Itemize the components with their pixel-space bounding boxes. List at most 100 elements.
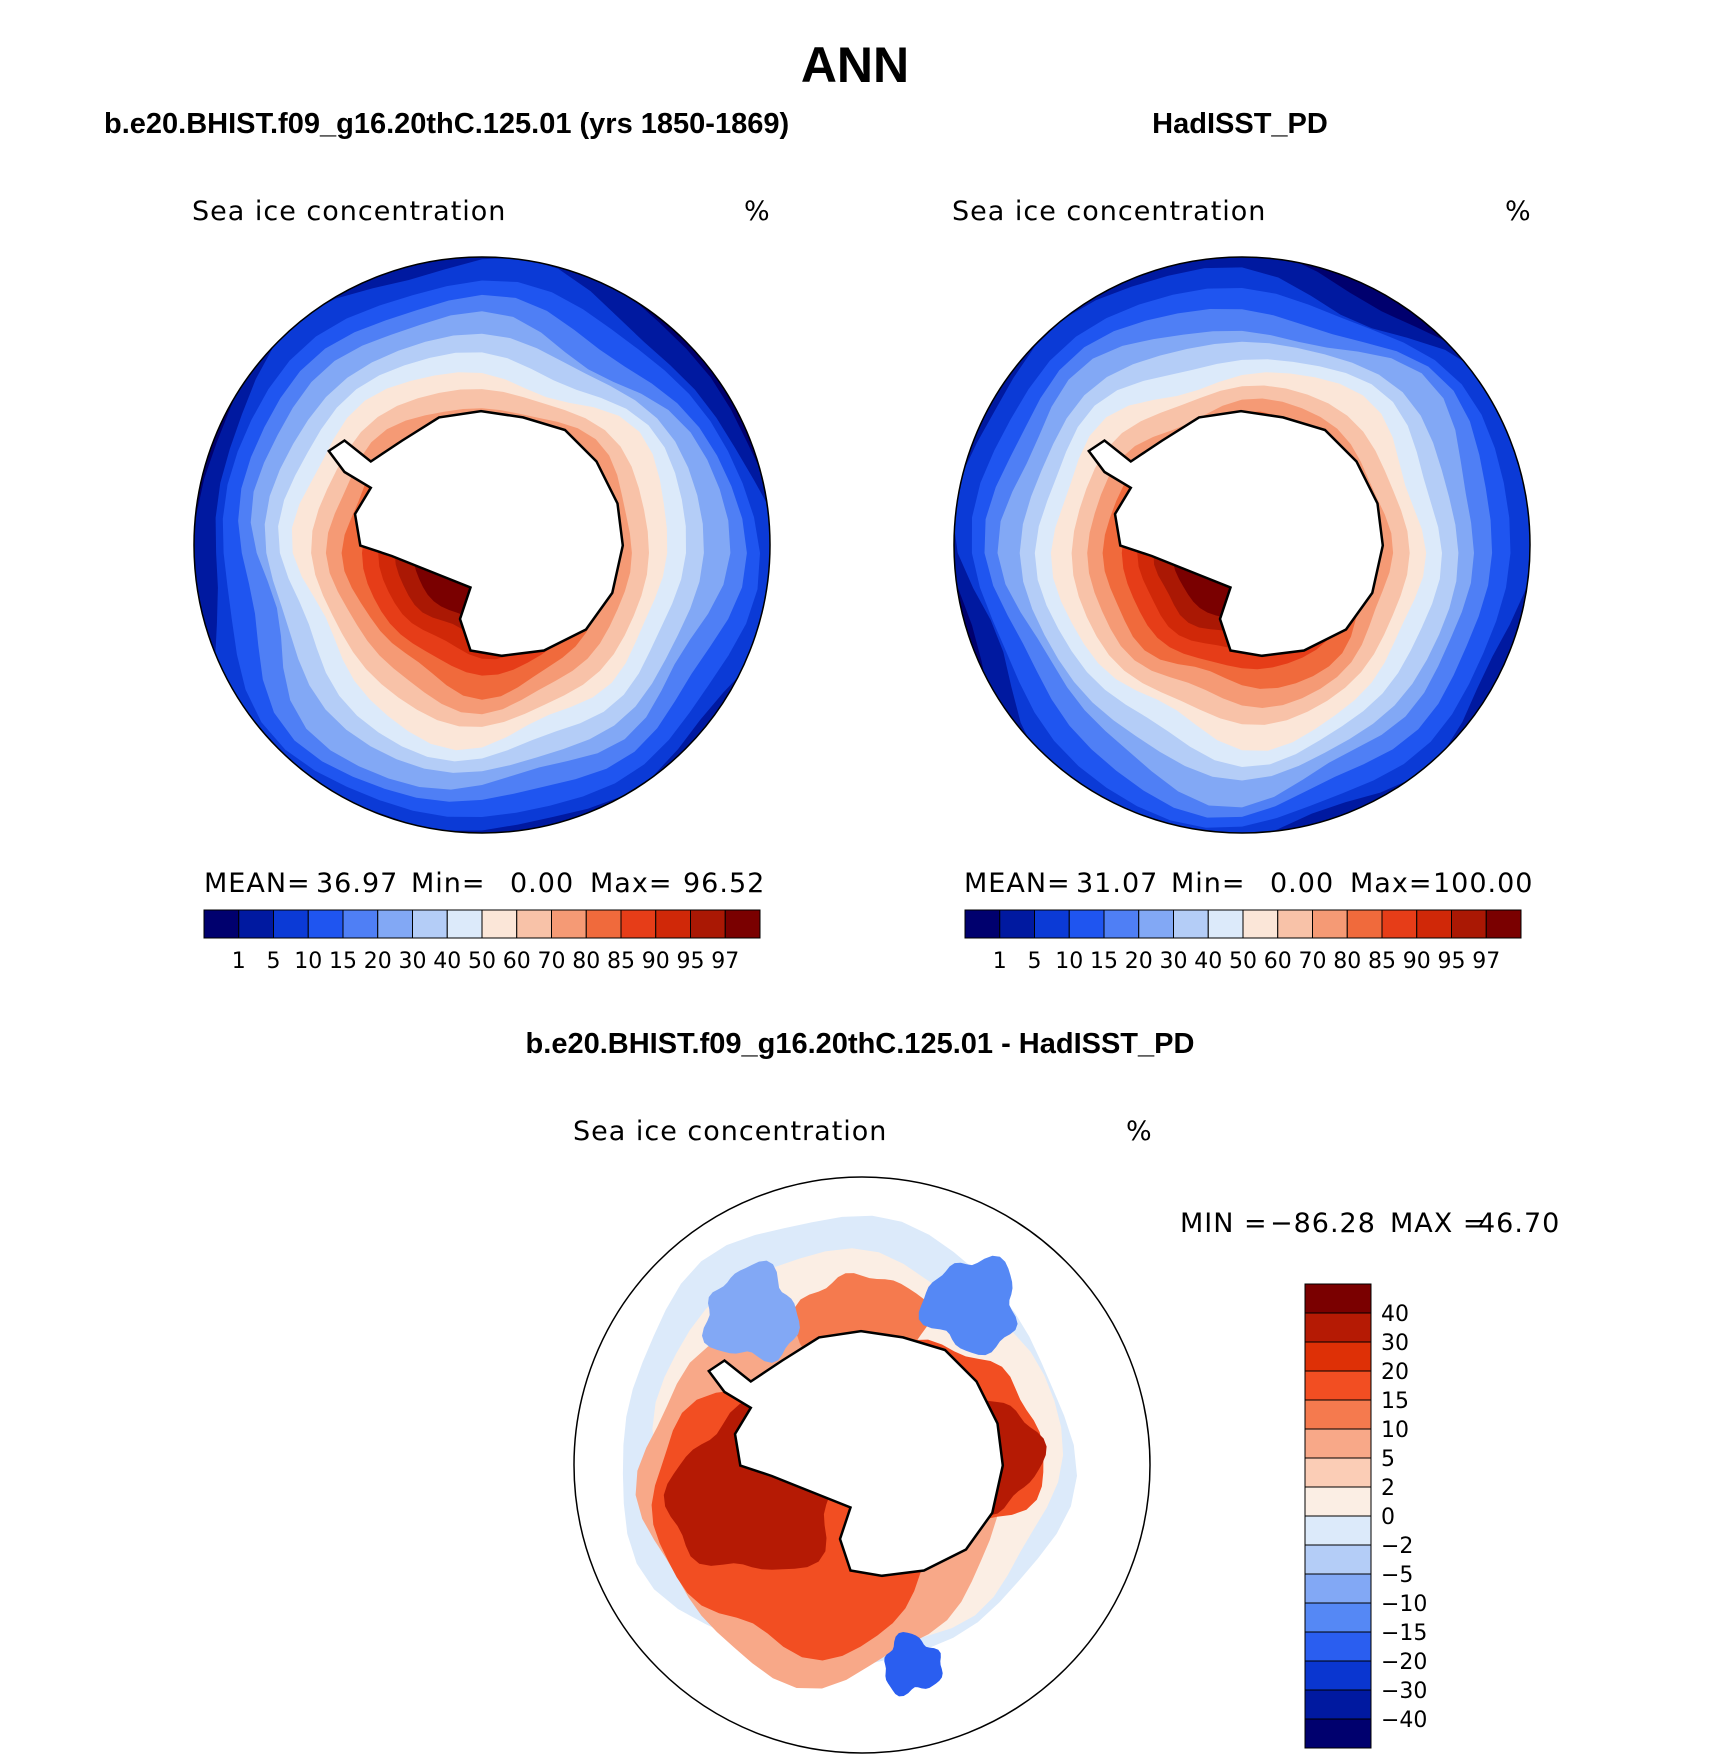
colorbar-diff-swatch-11 — [1304, 1602, 1372, 1633]
colorbar-model-swatch-9 — [516, 909, 552, 939]
colorbar-model: 1 5 10 15 20 30 40 50 60 70 80 85 90 95 97 — [203, 909, 761, 974]
diff-map-region-7 — [793, 1273, 931, 1401]
obs-map-band-13 — [1137, 445, 1342, 651]
colorbar-model-swatch-13 — [655, 909, 691, 939]
panel-obs-min-value: 0.00 — [1270, 868, 1335, 899]
colorbar-obs-swatch-13 — [1416, 909, 1452, 939]
diff-map-region-1 — [652, 1248, 1064, 1658]
colorbar-obs-swatch-4 — [1103, 909, 1140, 939]
diff-map-region-10 — [884, 1632, 943, 1697]
colorbar-obs-swatch-11 — [1346, 909, 1383, 939]
obs-map-band-14 — [1153, 461, 1325, 633]
colorbar-obs: 1 5 10 15 20 30 40 50 60 70 80 85 90 95 97 — [964, 909, 1522, 974]
panel-obs-mean-value: 31.07 — [1076, 868, 1159, 899]
panel-obs-max-label: Max= — [1350, 868, 1433, 899]
colorbar-model-swatch-4 — [342, 909, 379, 939]
colorbar-model-swatch-3 — [307, 909, 344, 939]
colorbar-model-tick-label: 97 — [711, 949, 739, 974]
colorbar-obs-swatch-7 — [1207, 909, 1244, 939]
obs-map-band-8 — [1050, 372, 1427, 751]
colorbar-diff-tick-label: 40 — [1381, 1302, 1409, 1327]
model-map-band-8 — [291, 372, 668, 751]
panel-obs-mean-label: MEAN= — [964, 868, 1071, 899]
colorbar-model-tick-label: 10 — [294, 949, 322, 974]
panel-model-mean-label: MEAN= — [204, 868, 311, 899]
colorbar-diff-swatch-8 — [1304, 1515, 1372, 1546]
panel-diff-max-label: MAX = — [1390, 1208, 1487, 1239]
obs-map-band-15 — [1172, 482, 1310, 620]
obs-map-band-5 — [997, 330, 1474, 808]
colorbar-obs-tick-label: 15 — [1090, 949, 1118, 974]
colorbar-diff-tick-label: −30 — [1381, 1679, 1427, 1704]
panel-diff-max-value: 46.70 — [1478, 1208, 1561, 1239]
panel-diff-min-label: MIN = — [1180, 1208, 1268, 1239]
colorbar-model-swatch-6 — [412, 909, 448, 939]
colorbar-obs-tick-label: 85 — [1368, 949, 1396, 974]
obs-map-antarctica-coastline — [1087, 409, 1385, 658]
diff-map-region-8 — [918, 1255, 1018, 1356]
colorbar-obs-swatch-1 — [999, 909, 1035, 939]
colorbar-diff-tick-label: −15 — [1381, 1621, 1427, 1646]
panel-obs-min-label: Min= — [1171, 868, 1246, 899]
diff-map-region-0 — [622, 1215, 1077, 1668]
diff-map-region-9 — [702, 1260, 800, 1363]
panel-obs-units: % — [1505, 196, 1531, 227]
colorbar-diff-swatch-9 — [1304, 1544, 1372, 1575]
panel-diff-min-value: −86.28 — [1270, 1208, 1376, 1239]
colorbar-diff-swatch-4 — [1304, 1399, 1372, 1430]
colorbar-diff-tick-label: −20 — [1381, 1650, 1427, 1675]
diff-map-region-5 — [839, 1339, 1044, 1543]
colorbar-obs-tick-label: 60 — [1264, 949, 1292, 974]
model-map-band-11 — [341, 426, 616, 700]
diff-map-region-4 — [663, 1401, 831, 1570]
model-map-band-4 — [238, 294, 747, 802]
colorbar-diff-swatch-15 — [1304, 1718, 1372, 1749]
colorbar-model-tick-label: 85 — [607, 949, 635, 974]
colorbar-model-swatch-12 — [620, 909, 657, 939]
colorbar-obs-tick-label: 70 — [1299, 949, 1327, 974]
diff-map-antarctica-coastline — [707, 1329, 1005, 1578]
page-title: ANN — [800, 37, 910, 93]
colorbar-diff-swatch-1 — [1304, 1312, 1372, 1343]
colorbar-obs-tick-label: 40 — [1194, 949, 1222, 974]
colorbar-obs-swatch-3 — [1068, 909, 1105, 939]
model-map-band-15 — [413, 484, 550, 622]
panel-model-min-label: Min= — [411, 868, 486, 899]
model-map-band-13 — [378, 452, 584, 660]
colorbar-model-swatch-0 — [203, 909, 240, 939]
colorbar-model-tick-label: 70 — [538, 949, 566, 974]
colorbar-model-swatch-7 — [446, 909, 483, 939]
model-map-band-5 — [250, 311, 731, 790]
colorbar-model-tick-label: 60 — [503, 949, 531, 974]
colorbar-diff-tick-label: −2 — [1381, 1534, 1413, 1559]
panel-model-variable: Sea ice concentration — [192, 196, 507, 227]
colorbar-obs-tick-label: 20 — [1125, 949, 1153, 974]
obs-map-band-10 — [1087, 398, 1394, 708]
colorbar-obs-tick-label: 1 — [993, 949, 1007, 974]
colorbar-obs-tick-label: 10 — [1055, 949, 1083, 974]
panel-diff-subtitle: b.e20.BHIST.f09_g16.20thC.125.01 - HadIS… — [525, 1028, 1195, 1060]
colorbar-model-swatch-15 — [724, 909, 761, 939]
obs-map-band-7 — [1034, 359, 1442, 767]
panel-model-min-value: 0.00 — [510, 868, 575, 899]
obs-map-band-11 — [1102, 411, 1376, 689]
colorbar-diff-swatch-5 — [1304, 1428, 1372, 1459]
colorbar-diff-tick-label: −40 — [1381, 1708, 1427, 1733]
colorbar-model-tick-label: 90 — [642, 949, 670, 974]
colorbar-diff-swatch-6 — [1304, 1457, 1372, 1488]
model-map-band-7 — [278, 352, 686, 762]
panel-model-subtitle: b.e20.BHIST.f09_g16.20thC.125.01 (yrs 18… — [104, 108, 790, 140]
diff-map-map-border — [573, 1176, 1151, 1754]
colorbar-model-tick-label: 50 — [468, 949, 496, 974]
colorbar-obs-swatch-12 — [1381, 909, 1418, 939]
colorbar-diff-swatch-0 — [1304, 1283, 1372, 1314]
panel-model-units: % — [744, 196, 770, 227]
colorbar-obs-tick-label: 80 — [1333, 949, 1361, 974]
colorbar-obs-swatch-2 — [1034, 909, 1070, 939]
obs-map-band-6 — [1019, 341, 1459, 781]
colorbar-diff-swatch-10 — [1304, 1573, 1372, 1604]
diff-map-shading — [574, 1177, 1150, 1753]
colorbar-obs-tick-label: 95 — [1438, 949, 1466, 974]
diff-map-region-3 — [651, 1358, 947, 1661]
